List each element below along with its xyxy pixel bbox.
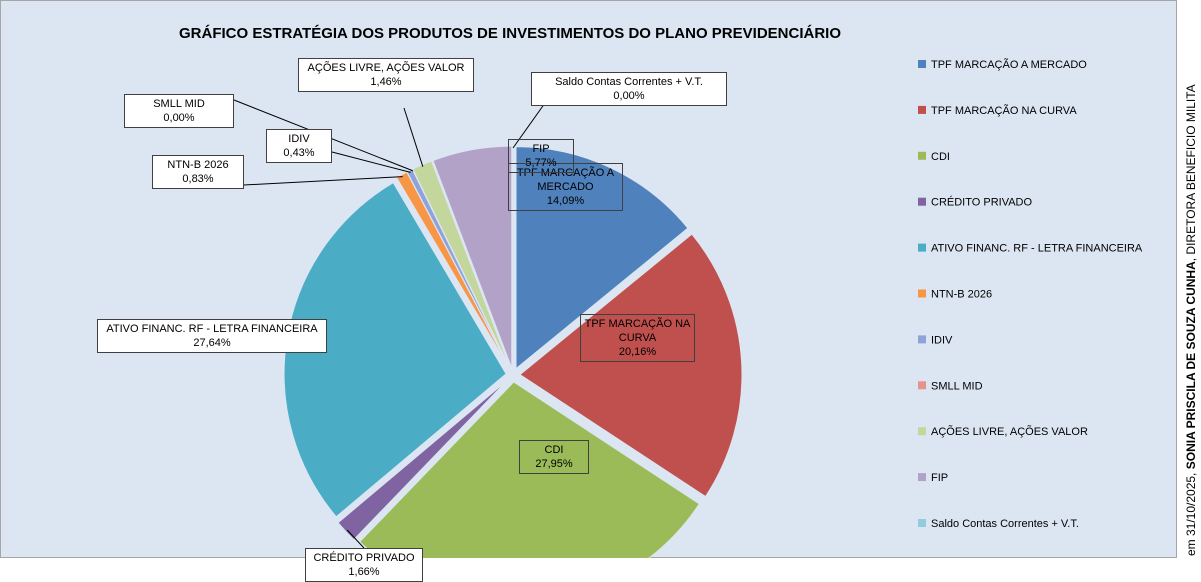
- legend-label: CDI: [931, 151, 950, 163]
- leader-line: [512, 102, 546, 149]
- data-label-value: 5,77%: [525, 157, 557, 169]
- data-label-category: CDI: [544, 444, 564, 456]
- data-label: SMLL MID 0,00%: [124, 94, 234, 128]
- legend-label: Saldo Contas Correntes + V.T.: [931, 518, 1079, 530]
- data-label-category: CRÉDITO PRIVADO: [313, 552, 415, 564]
- data-label: AÇÕES LIVRE, AÇÕES VALOR 1,46%: [298, 58, 474, 92]
- legend-swatch: [918, 381, 926, 390]
- legend-label: TPF MARCAÇÃO A MERCADO: [931, 58, 1087, 71]
- data-label-value: 0,83%: [182, 173, 214, 185]
- side-note-part: em 31/10/2025,: [1184, 469, 1198, 556]
- data-label-value: 0,43%: [283, 147, 315, 159]
- leader-line: [403, 107, 424, 167]
- data-label-category: NTN-B 2026: [167, 159, 229, 171]
- data-label-category: Saldo Contas Correntes + V.T.: [555, 76, 703, 88]
- data-label-category: TPF MARCAÇÃO NA CURVA: [584, 318, 691, 344]
- legend-swatch: [918, 427, 926, 436]
- data-label-value: 1,46%: [370, 76, 402, 88]
- leader-line: [331, 151, 411, 173]
- leader-line: [346, 529, 365, 549]
- legend-label: TPF MARCAÇÃO NA CURVA: [931, 104, 1077, 117]
- data-label-value: 20,16%: [618, 346, 657, 358]
- data-label: CRÉDITO PRIVADO 1,66%: [305, 548, 423, 582]
- legend-swatch: [918, 519, 926, 527]
- data-label: CDI 27,95%: [519, 440, 589, 474]
- legend-swatch: [918, 289, 926, 298]
- data-label: TPF MARCAÇÃO NA CURVA 20,16%: [580, 314, 695, 362]
- legend-label: FIP: [931, 472, 948, 484]
- pie-slice: [519, 233, 743, 498]
- data-label: Saldo Contas Correntes + V.T. 0,00%: [531, 72, 727, 106]
- chart-title: GRÁFICO ESTRATÉGIA DOS PRODUTOS DE INVES…: [179, 25, 841, 42]
- legend-label: SMLL MID: [931, 380, 983, 392]
- pie-slice: [432, 145, 513, 369]
- side-note-part: , DIRETORA BENEFICIO MILITA: [1184, 84, 1198, 261]
- legend-label: ATIVO FINANC. RF - LETRA FINANCEIRA: [931, 243, 1143, 255]
- data-label-value: 14,09%: [546, 195, 585, 207]
- leader-line: [243, 176, 403, 186]
- data-label: IDIV 0,43%: [266, 129, 332, 163]
- data-label-value: 0,00%: [163, 112, 195, 124]
- side-note: em 31/10/2025, SONIA PRISCILA DE SOUZA C…: [1184, 84, 1198, 556]
- data-label-category: TPF MARCAÇÃO A MERCADO: [516, 167, 615, 193]
- pie-slice: [359, 381, 700, 558]
- legend-swatch: [918, 105, 926, 114]
- data-label: NTN-B 2026 0,83%: [152, 155, 244, 189]
- legend-swatch: [918, 151, 926, 160]
- data-label-category: ATIVO FINANC. RF - LETRA FINANCEIRA: [106, 323, 318, 335]
- data-label-category: SMLL MID: [153, 98, 205, 110]
- pie-slice: [515, 146, 689, 370]
- legend-label: CRÉDITO PRIVADO: [931, 196, 1032, 209]
- data-label-category: IDIV: [288, 133, 310, 145]
- legend-label: IDIV: [931, 334, 953, 346]
- data-label: TPF MARCAÇÃO A MERCADO 14,09%: [508, 163, 623, 211]
- side-note-name: SONIA PRISCILA DE SOUZA CUNHA: [1184, 261, 1198, 469]
- legend-swatch: [918, 473, 926, 482]
- legend-swatch: [918, 335, 926, 344]
- data-label-value: 0,00%: [613, 90, 645, 102]
- data-label-value: 1,66%: [348, 566, 380, 578]
- legend-label: NTN-B 2026: [931, 289, 992, 301]
- data-label: ATIVO FINANC. RF - LETRA FINANCEIRA 27,64…: [97, 319, 327, 353]
- data-label-category: FIP: [532, 143, 550, 155]
- data-label: FIP 5,77%: [508, 139, 574, 173]
- legend-label: AÇÕES LIVRE, AÇÕES VALOR: [931, 425, 1088, 438]
- data-label-category: AÇÕES LIVRE, AÇÕES VALOR: [307, 62, 465, 74]
- data-label-value: 27,95%: [535, 458, 573, 470]
- legend-swatch: [918, 243, 926, 252]
- legend-swatch: [918, 197, 926, 206]
- data-label-value: 27,64%: [193, 337, 231, 349]
- legend-swatch: [918, 60, 926, 68]
- pie-slice: [337, 379, 509, 541]
